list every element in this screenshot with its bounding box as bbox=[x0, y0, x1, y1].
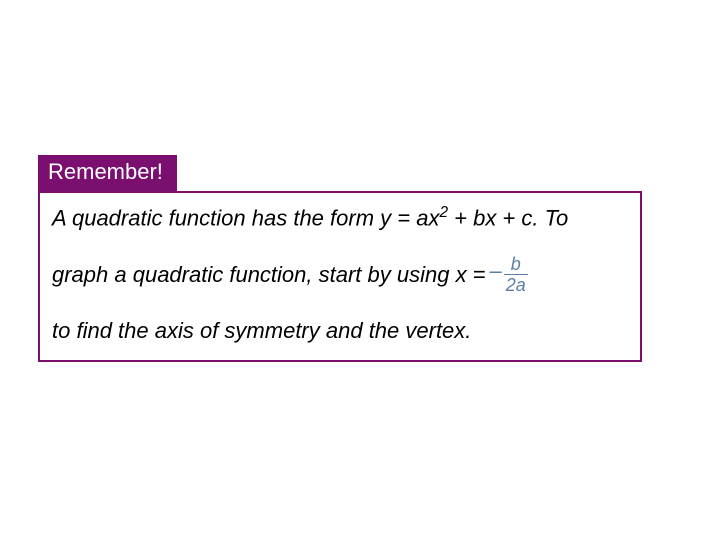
line2-prefix: graph a quadratic function, start by usi… bbox=[52, 260, 486, 290]
fraction-denominator: 2a bbox=[504, 274, 528, 294]
body-line-3: to find the axis of symmetry and the ver… bbox=[52, 316, 628, 346]
line1-prefix: A quadratic function has the form y = ax bbox=[52, 205, 439, 230]
fraction-sign: – bbox=[490, 256, 502, 286]
callout-header: Remember! bbox=[38, 155, 177, 191]
line1-suffix: + bx + c. To bbox=[448, 205, 568, 230]
remember-callout: Remember! A quadratic function has the f… bbox=[38, 155, 642, 362]
body-line-1: A quadratic function has the form y = ax… bbox=[52, 203, 628, 233]
line1-squared: 2 bbox=[439, 204, 448, 221]
vertex-fraction: – b 2a bbox=[490, 255, 528, 294]
fraction-stack: b 2a bbox=[504, 255, 528, 294]
fraction-numerator: b bbox=[509, 255, 523, 274]
callout-body: A quadratic function has the form y = ax… bbox=[38, 191, 642, 362]
body-line-2: graph a quadratic function, start by usi… bbox=[52, 255, 628, 294]
